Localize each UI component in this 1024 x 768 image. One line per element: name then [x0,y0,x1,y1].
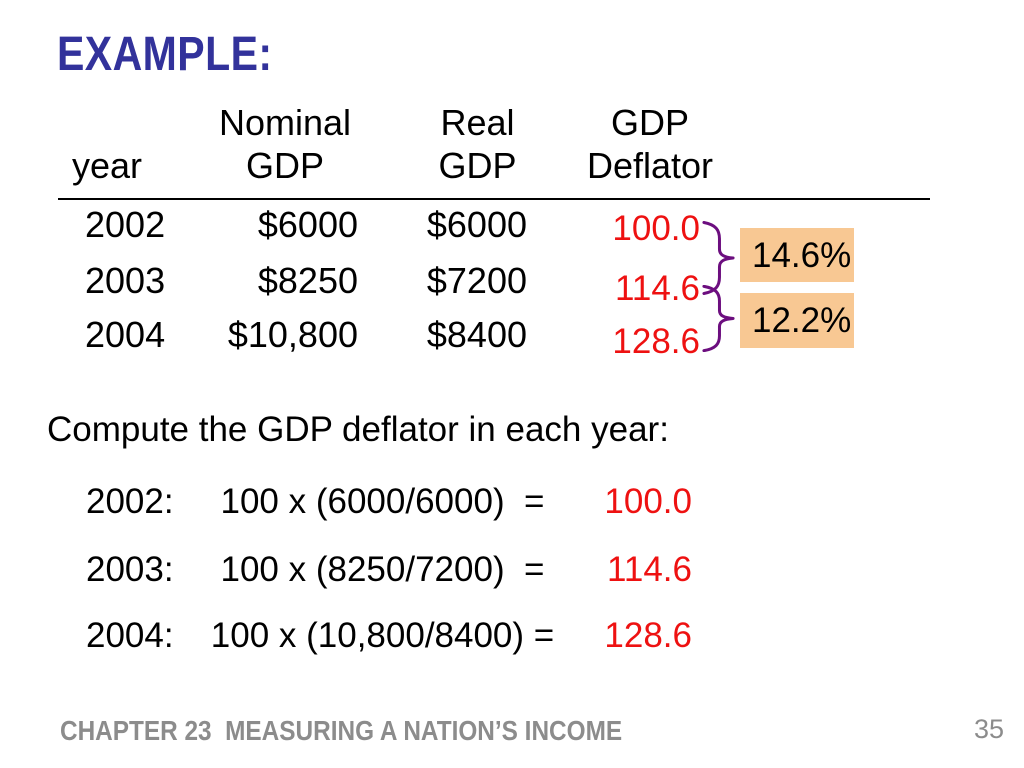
col-header-real-line2: GDP [438,145,517,186]
table-cell-real-2002: $6000 [426,204,527,245]
footer-page-number: 35 [973,714,1004,744]
col-header-real-line1: Real [440,102,515,143]
calc-expression: 100 x (10,800/8400) = [210,616,555,655]
col-header-nominal-line1: Nominal [218,102,352,143]
table-cell-year-2004: 2004 [85,314,166,355]
calc-year-label: 2004: [86,616,174,655]
table-cell-deflator-2002: 100.0 [612,209,700,248]
compute-heading: Compute the GDP deflator in each year: [47,410,669,449]
calc-result: 100.0 [604,482,692,521]
table-cell-nominal-2004: $10,800 [227,314,358,355]
table-cell-year-2002: 2002 [85,204,166,245]
slide-title: EXAMPLE: [57,28,273,81]
table-cell-deflator-2004: 128.6 [612,322,700,361]
growth-rate-value: 14.6% [752,235,852,275]
calc-result: 128.6 [604,616,692,655]
col-header-deflator-line2: Deflator [586,145,714,186]
calc-year-label: 2002: [86,482,174,521]
col-header-nominal-line2: GDP [245,145,324,186]
col-header-year: year [72,145,143,186]
calc-expression: 100 x (6000/6000) = [220,482,545,521]
table-cell-nominal-2002: $6000 [257,204,358,245]
table-cell-nominal-2003: $8250 [257,260,358,301]
table-cell-real-2004: $8400 [426,314,527,355]
growth-rate-callout: 14.6% [740,228,854,282]
col-header-deflator-line1: GDP [610,102,689,143]
calc-expression: 100 x (8250/7200) = [220,550,545,589]
footer-chapter-title: CHAPTER 23 MEASURING A NATION’S INCOME [60,715,623,746]
table-cell-deflator-2003: 114.6 [615,269,700,308]
calc-result: 114.6 [607,550,692,589]
growth-rate-value: 12.2% [752,301,852,340]
curly-brace-icon [701,285,736,352]
table-header-rule [58,198,930,200]
curly-brace-icon [701,221,736,295]
table-cell-year-2003: 2003 [85,260,166,301]
table-cell-real-2003: $7200 [426,260,527,301]
calc-year-label: 2003: [86,550,174,589]
growth-rate-callout: 12.2% [740,293,854,348]
